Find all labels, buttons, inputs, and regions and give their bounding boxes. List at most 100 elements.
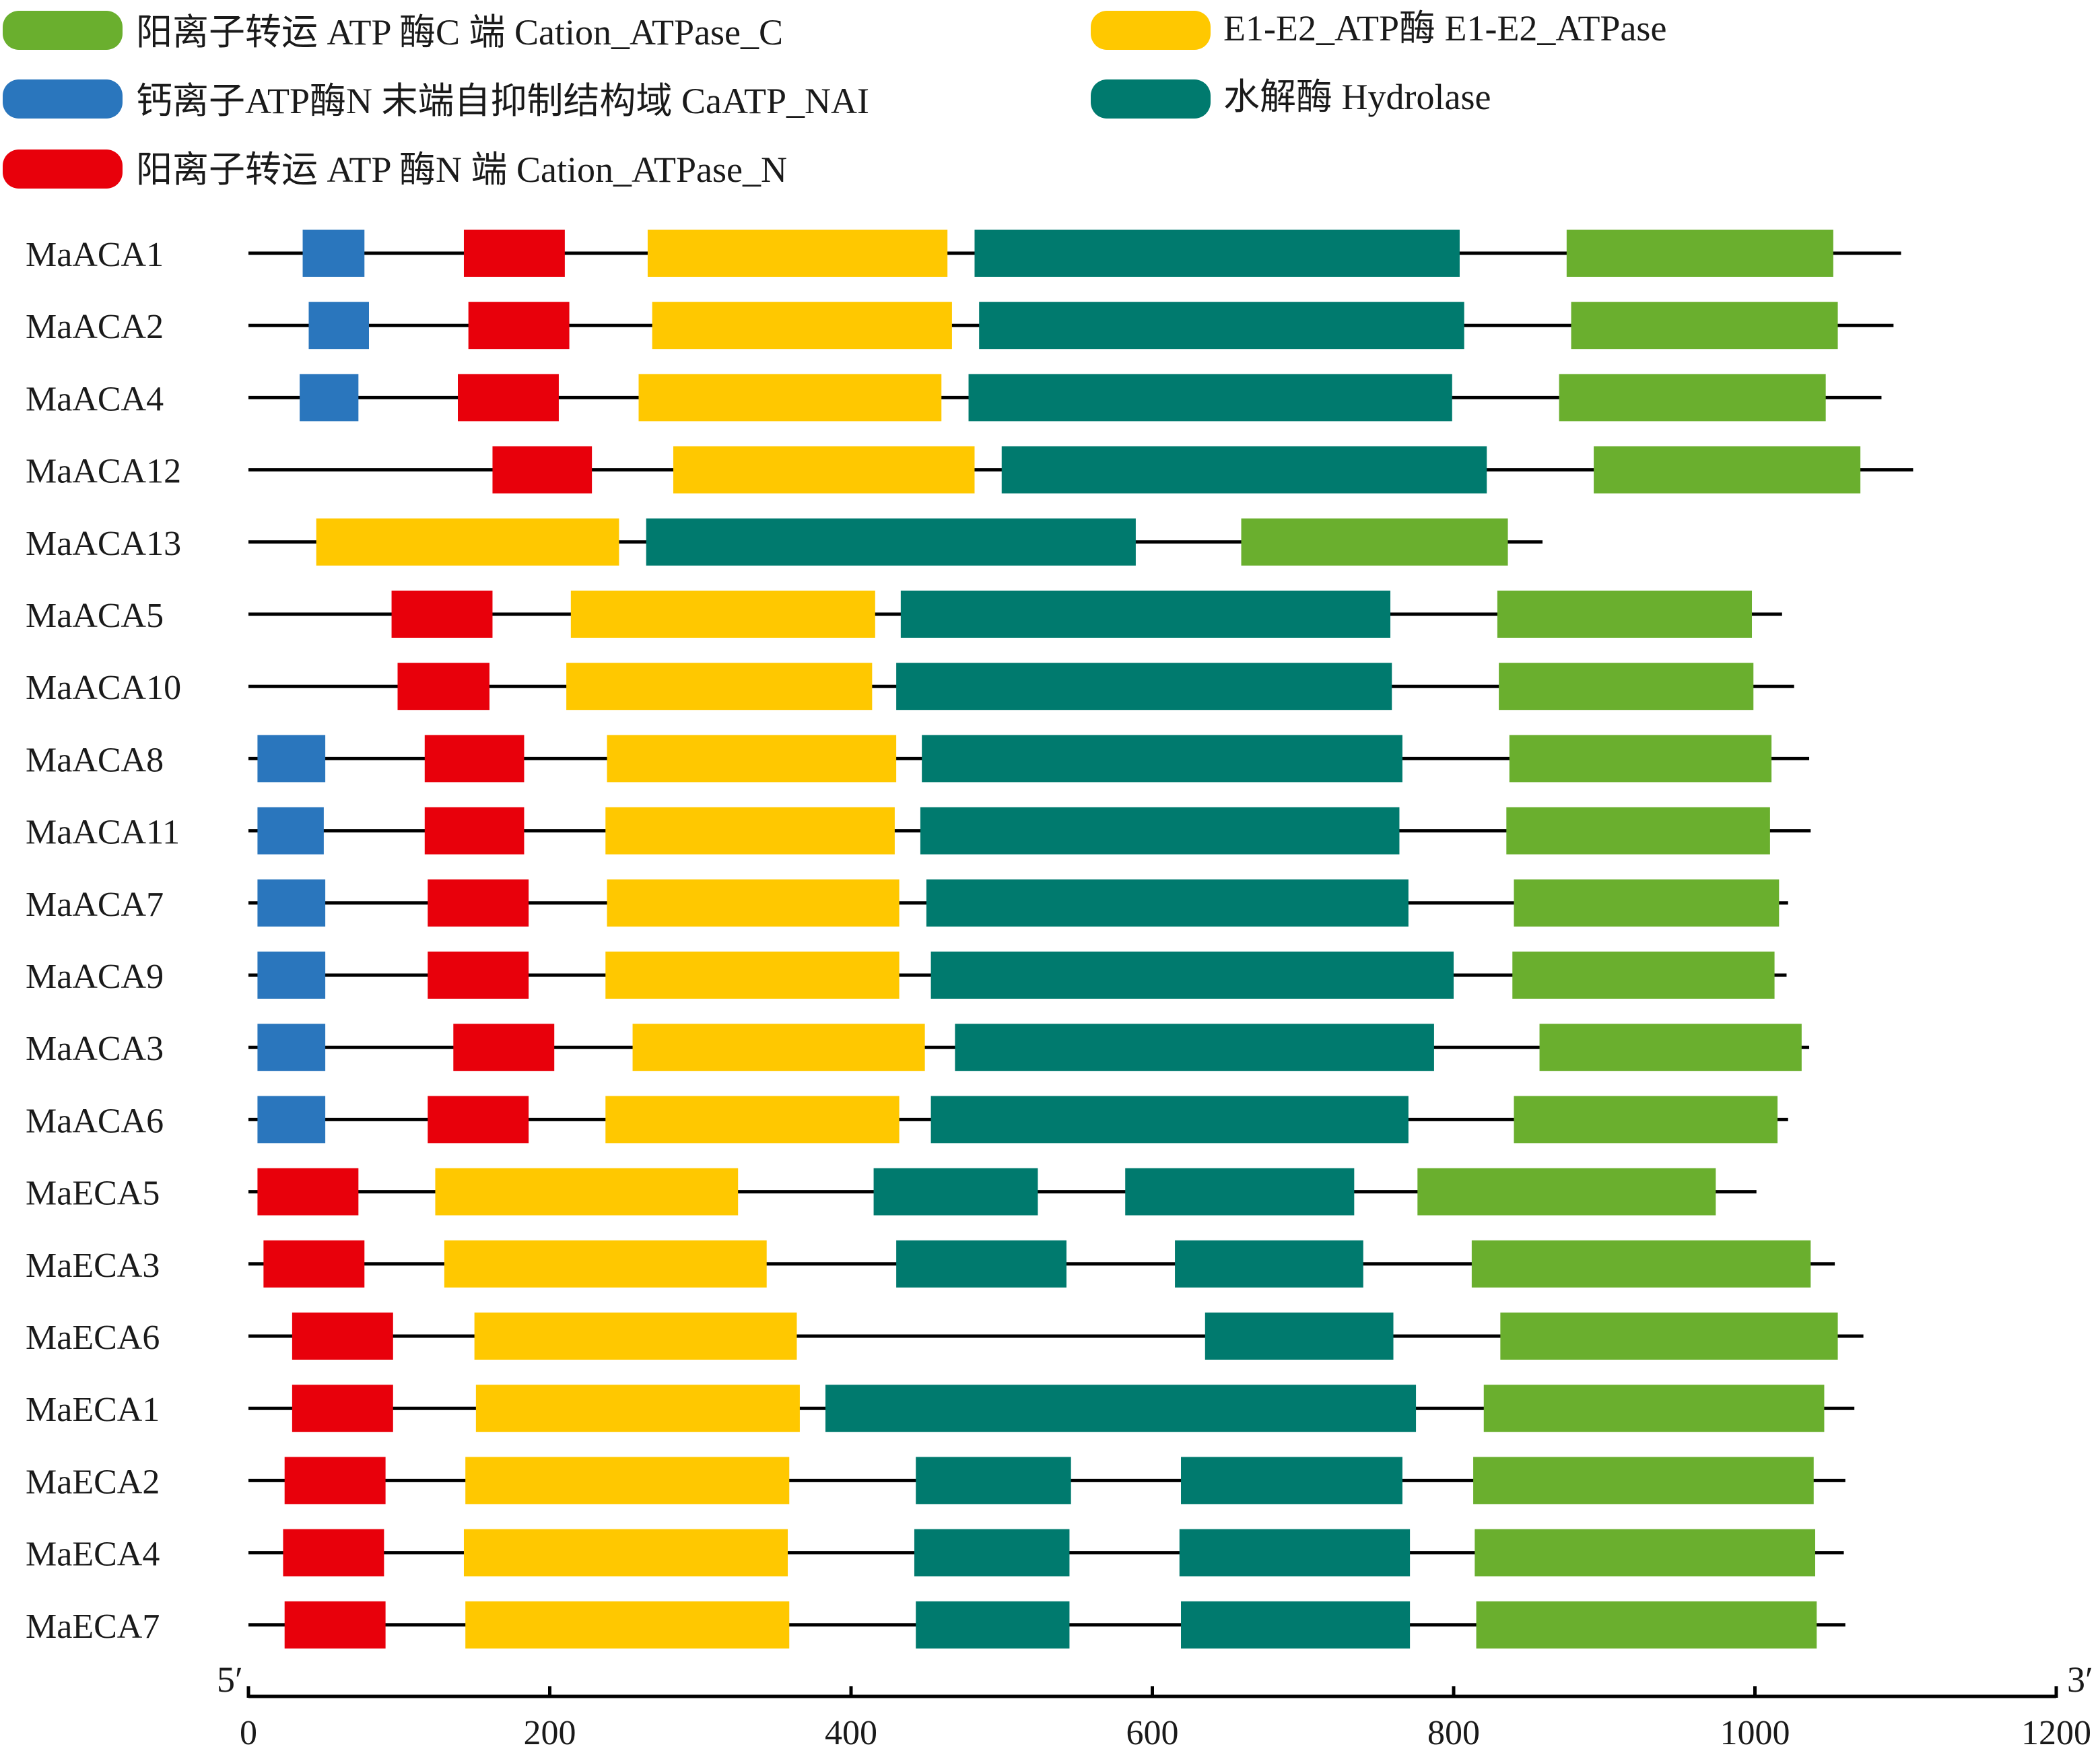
domain-caatp-nai: [302, 230, 365, 277]
gene-label: MaACA5: [26, 597, 164, 635]
domain-e1e2: [607, 735, 897, 783]
gene-label: MaECA5: [26, 1174, 160, 1213]
domain-e1e2: [475, 1385, 800, 1432]
domain-caatp-nai: [257, 1096, 326, 1144]
domain-e1e2: [647, 230, 948, 277]
legend-swatch: [3, 11, 123, 50]
domain-hydrolase: [896, 1240, 1066, 1288]
domain-caatp-nai: [300, 374, 359, 422]
domain-hydrolase: [974, 230, 1460, 277]
domain-cation-n: [424, 735, 524, 783]
x-tick-label: 1000: [1720, 1714, 1790, 1752]
domain-e1e2: [474, 1313, 797, 1360]
domain-cation-c: [1499, 663, 1754, 710]
gene-track-maaca6: MaACA6: [26, 1096, 1788, 1144]
domain-caatp-nai: [257, 1024, 326, 1071]
legend-label: 阳离子转运 ATP 酶N 端 Cation_ATPase_N: [136, 150, 787, 190]
domain-e1e2: [465, 1601, 790, 1649]
domain-cation-n: [257, 1168, 359, 1216]
gene-label: MaECA3: [26, 1247, 160, 1285]
domain-hydrolase: [1179, 1529, 1411, 1577]
domain-cation-c: [1500, 1313, 1838, 1360]
gene-label: MaACA12: [26, 453, 181, 491]
domain-cation-c: [1509, 735, 1772, 783]
domain-cation-c: [1514, 879, 1780, 927]
domain-cation-c: [1559, 374, 1826, 422]
gene-track-maaca2: MaACA2: [26, 302, 1894, 350]
legend-item-cation-c: 阳离子转运 ATP 酶C 端 Cation_ATPase_C: [3, 11, 783, 53]
legend-item-e1e2: E1-E2_ATP酶 E1-E2_ATPase: [1091, 8, 1666, 50]
x-tick-label: 1200: [2021, 1714, 2091, 1752]
gene-track-maaca5: MaACA5: [26, 591, 1782, 638]
gene-label: MaACA13: [26, 525, 181, 563]
domain-hydrolase: [646, 518, 1136, 566]
legend-label: 水解酶 Hydrolase: [1223, 77, 1491, 117]
gene-track-maaca1: MaACA1: [26, 230, 1901, 277]
x-tick-label: 200: [524, 1714, 576, 1752]
gene-track-maeca4: MaECA4: [26, 1529, 1844, 1577]
domain-cation-n: [391, 591, 493, 638]
domain-e1e2: [435, 1168, 739, 1216]
domain-cation-n: [428, 952, 529, 999]
domain-hydrolase: [1205, 1313, 1394, 1360]
domain-cation-c: [1594, 446, 1861, 494]
three-prime-label: 3′: [2067, 1659, 2093, 1700]
domain-hydrolase: [920, 807, 1400, 855]
gene-label: MaACA6: [26, 1102, 164, 1140]
domain-cation-n: [283, 1529, 384, 1577]
legend-item-cation-n: 阳离子转运 ATP 酶N 端 Cation_ATPase_N: [3, 150, 787, 190]
legend-label: 阳离子转运 ATP 酶C 端 Cation_ATPase_C: [136, 12, 783, 53]
domain-hydrolase: [825, 1385, 1417, 1432]
x-tick-label: 600: [1126, 1714, 1179, 1752]
legend-item-hydrolase: 水解酶 Hydrolase: [1091, 77, 1491, 119]
gene-label: MaACA8: [26, 741, 164, 779]
gene-label: MaACA1: [26, 236, 164, 274]
domain-e1e2: [652, 302, 952, 350]
domain-cation-n: [468, 302, 570, 350]
gene-label: MaACA11: [26, 814, 180, 852]
domain-caatp-nai: [257, 952, 326, 999]
domain-caatp-nai: [257, 879, 326, 927]
domain-cation-n: [397, 663, 489, 710]
legend-swatch: [3, 79, 123, 119]
gene-track-maaca9: MaACA9: [26, 952, 1787, 999]
domain-cation-n: [458, 374, 559, 422]
x-tick-label: 800: [1427, 1714, 1480, 1752]
domain-e1e2: [638, 374, 942, 422]
gene-track-maaca11: MaACA11: [26, 807, 1811, 855]
gene-label: MaECA4: [26, 1535, 160, 1574]
domain-cation-c: [1539, 1024, 1802, 1071]
x-tick-label: 400: [825, 1714, 877, 1752]
x-axis: 5′ 3′ 0 200 400 600 800 1000 1200: [217, 1659, 2093, 1752]
domain-hydrolase: [896, 663, 1392, 710]
domain-e1e2: [316, 518, 619, 566]
domain-cation-c: [1473, 1457, 1814, 1504]
domain-cation-c: [1514, 1096, 1778, 1144]
domain-e1e2: [444, 1240, 767, 1288]
domain-hydrolase: [968, 374, 1452, 422]
domain-cation-c: [1241, 518, 1508, 566]
gene-track-maeca7: MaECA7: [26, 1601, 1845, 1649]
legend-item-caatp-nai: 钙离子ATP酶N 末端自抑制结构域 CaATP_NAI: [3, 79, 869, 121]
domain-hydrolase: [930, 1096, 1409, 1144]
domain-e1e2: [673, 446, 975, 494]
gene-track-maaca13: MaACA13: [26, 518, 1543, 566]
domain-hydrolase: [1181, 1601, 1411, 1649]
gene-track-maaca8: MaACA8: [26, 735, 1810, 783]
gene-label: MaECA1: [26, 1391, 160, 1429]
domain-hydrolase: [1181, 1457, 1402, 1504]
domain-caatp-nai: [257, 807, 324, 855]
domain-cation-n: [463, 230, 565, 277]
domain-cation-c: [1476, 1601, 1817, 1649]
domain-hydrolase: [1175, 1240, 1363, 1288]
domain-caatp-nai: [257, 735, 326, 783]
legend-swatch: [1091, 79, 1211, 119]
domain-hydrolase: [1125, 1168, 1355, 1216]
domain-cation-n: [284, 1457, 386, 1504]
gene-track-maaca7: MaACA7: [26, 879, 1788, 927]
legend-label: 钙离子ATP酶N 末端自抑制结构域 CaATP_NAI: [136, 81, 869, 121]
gene-label: MaACA2: [26, 308, 164, 346]
domain-hydrolase: [900, 591, 1391, 638]
domain-hydrolase: [916, 1457, 1071, 1504]
